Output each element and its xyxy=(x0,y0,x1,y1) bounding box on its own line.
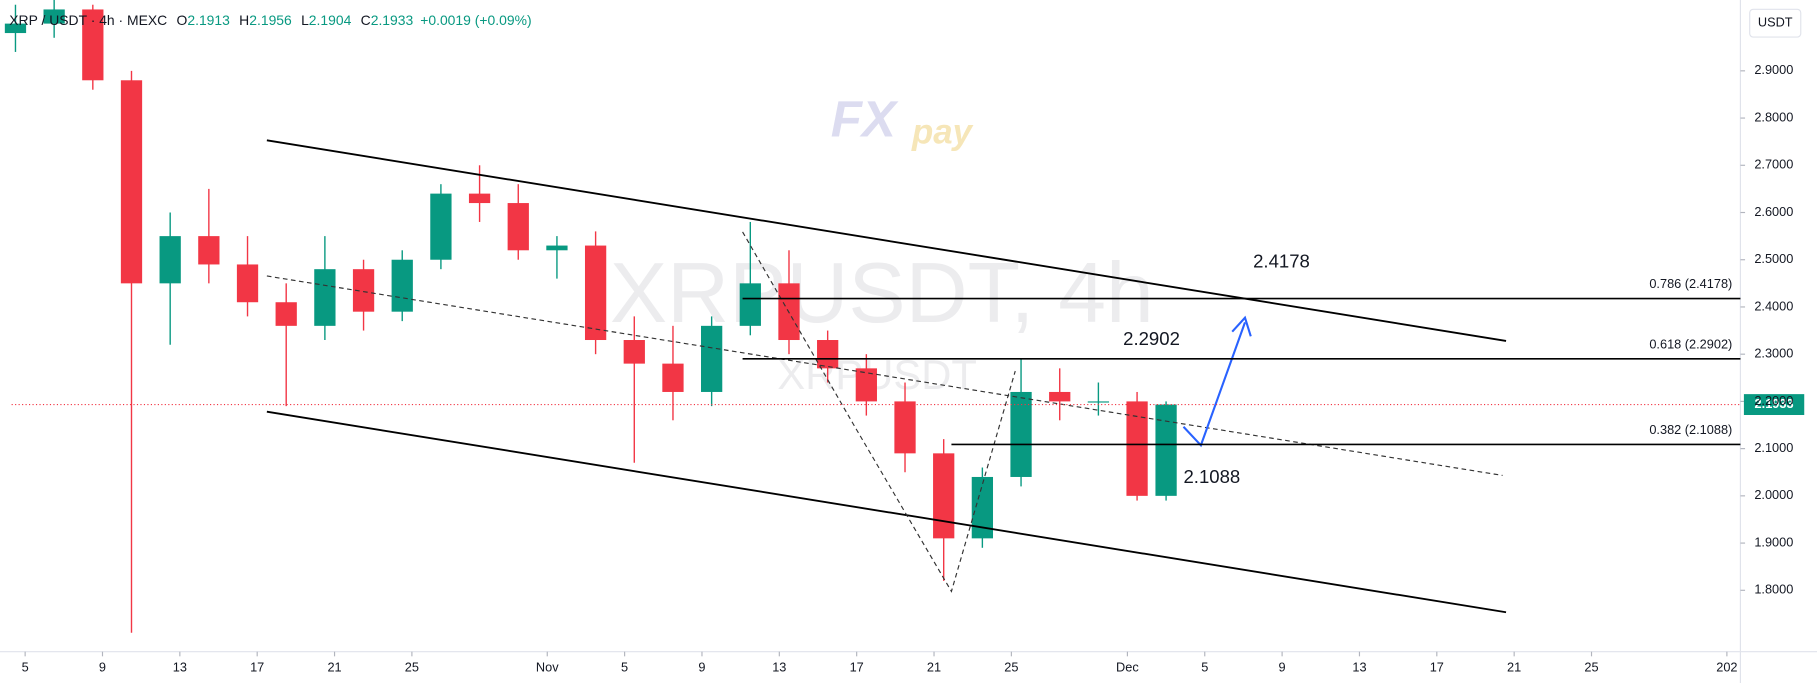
logo-main: FX xyxy=(831,90,899,147)
y-tick-label: 2.3000 xyxy=(1754,346,1793,361)
x-tick-label: Nov xyxy=(536,659,559,674)
candle-body xyxy=(159,236,181,284)
candle-body xyxy=(855,368,877,402)
y-tick-label: 2.9000 xyxy=(1754,62,1793,77)
y-tick-label: 1.8000 xyxy=(1754,582,1793,597)
candle-body xyxy=(584,245,607,341)
x-tick-label: 9 xyxy=(1279,659,1286,674)
candle-body xyxy=(1126,401,1148,496)
currency-label[interactable]: USDT xyxy=(1758,15,1793,30)
level-annotation: 2.1088 xyxy=(1183,466,1240,487)
candle-body xyxy=(507,203,529,251)
candle-body xyxy=(468,193,491,204)
y-tick-label: 2.5000 xyxy=(1754,251,1793,266)
change: +0.0019 (+0.09%) xyxy=(420,12,531,28)
x-tick-label: 17 xyxy=(1430,659,1444,674)
watermark: XRPUSDT, 4h xyxy=(610,245,1154,341)
y-tick-label: 2.4000 xyxy=(1754,298,1793,313)
candle-body xyxy=(4,23,27,34)
candle-body xyxy=(275,302,297,326)
ohlc-key: C xyxy=(361,12,371,28)
last-price-box xyxy=(1743,394,1805,416)
candle-body xyxy=(1155,404,1177,496)
candle-body xyxy=(1010,391,1032,477)
y-tick-label: 2.2000 xyxy=(1754,393,1793,408)
candle-body xyxy=(662,363,684,392)
y-tick-label: 2.6000 xyxy=(1754,204,1793,219)
logo-sub: pay xyxy=(911,114,974,152)
candle-body xyxy=(739,283,761,326)
candle-body xyxy=(391,259,413,312)
candle-body xyxy=(43,9,65,24)
ohlc-value: 2.1904 xyxy=(309,12,352,28)
candle-body xyxy=(430,193,452,260)
candle-body xyxy=(1049,391,1071,402)
channel-bottom xyxy=(266,410,1507,614)
overlay: 0.786 (2.4178) 0.618 (2.2902) 0.382 (2.108… xyxy=(11,251,1805,487)
symbol: XRP / USDT · 4h · MEXC xyxy=(9,12,167,28)
x-tick-label: 25 xyxy=(405,659,419,674)
channel-mid xyxy=(266,275,1503,477)
arrow-head xyxy=(1231,315,1252,337)
ohlc-value: 2.1956 xyxy=(249,12,292,28)
candle-body xyxy=(971,476,994,539)
ohlc-key: L xyxy=(301,12,309,28)
header: XRP / USDT · 4h · MEXC O2.1913 H2.1956 L2.1… xyxy=(9,12,531,28)
x-tick-label: 5 xyxy=(621,659,628,674)
candle-body xyxy=(623,340,645,364)
zigzag xyxy=(742,231,1016,593)
level-annotation: 2.2902 xyxy=(1123,328,1180,349)
candle-body xyxy=(314,269,336,326)
x-tick-label: 21 xyxy=(327,659,341,674)
candle-body xyxy=(236,264,259,303)
y-tick-label: 2.1000 xyxy=(1754,440,1793,455)
x-tick-label: 25 xyxy=(1004,659,1018,674)
x-tick-label: 17 xyxy=(850,659,864,674)
channel-top xyxy=(266,139,1507,342)
level-annotation: 2.4178 xyxy=(1253,251,1310,272)
y-tick-label: 2.8000 xyxy=(1754,109,1793,124)
x-tick-label: 5 xyxy=(1201,659,1208,674)
x-tick-label: 25 xyxy=(1584,659,1598,674)
fib-label: 0.382 (2.1088) xyxy=(1649,422,1732,437)
x-tick-label: 9 xyxy=(698,659,705,674)
candle-body xyxy=(894,401,916,454)
ohlc-value: 2.1913 xyxy=(187,12,230,28)
y-tick-label: 1.9000 xyxy=(1754,534,1793,549)
candle-body xyxy=(352,269,375,312)
x-tick-label: 21 xyxy=(927,659,941,674)
y-tick-label: 2.7000 xyxy=(1754,157,1793,172)
candle-body xyxy=(82,9,104,81)
x-tick-label: 5 xyxy=(22,659,29,674)
candle-body xyxy=(546,245,568,251)
plot xyxy=(4,0,1746,657)
candle-body xyxy=(120,80,143,284)
candle-body xyxy=(1087,401,1110,403)
x-tick-label: Dec xyxy=(1116,659,1139,674)
x-tick-label: 9 xyxy=(99,659,106,674)
fib-label: 0.618 (2.2902) xyxy=(1649,336,1732,351)
fib-label: 0.786 (2.4178) xyxy=(1649,276,1732,291)
candle-body xyxy=(701,325,723,392)
ohlc-key: H xyxy=(239,12,249,28)
x-tick-label: 13 xyxy=(772,659,786,674)
legend-line: XRP / USDT · 4h · MEXC O2.1913 H2.1956 L2.1… xyxy=(9,12,531,28)
ohlc-value: 2.1933 xyxy=(371,12,414,28)
x-tick-label: 17 xyxy=(250,659,264,674)
x-tick-label: 202 xyxy=(1716,659,1737,674)
currency-button[interactable] xyxy=(1749,8,1802,38)
ohlc-key: O xyxy=(177,12,188,28)
candle-body xyxy=(198,236,220,265)
last-price-label: 2.1933 xyxy=(1755,396,1794,411)
x-tick-label: 21 xyxy=(1507,659,1521,674)
y-tick-label: 2.0000 xyxy=(1754,487,1793,502)
x-tick-label: 13 xyxy=(1352,659,1366,674)
candle-body xyxy=(933,453,955,539)
candle-body xyxy=(817,340,839,369)
x-tick-label: 13 xyxy=(173,659,187,674)
